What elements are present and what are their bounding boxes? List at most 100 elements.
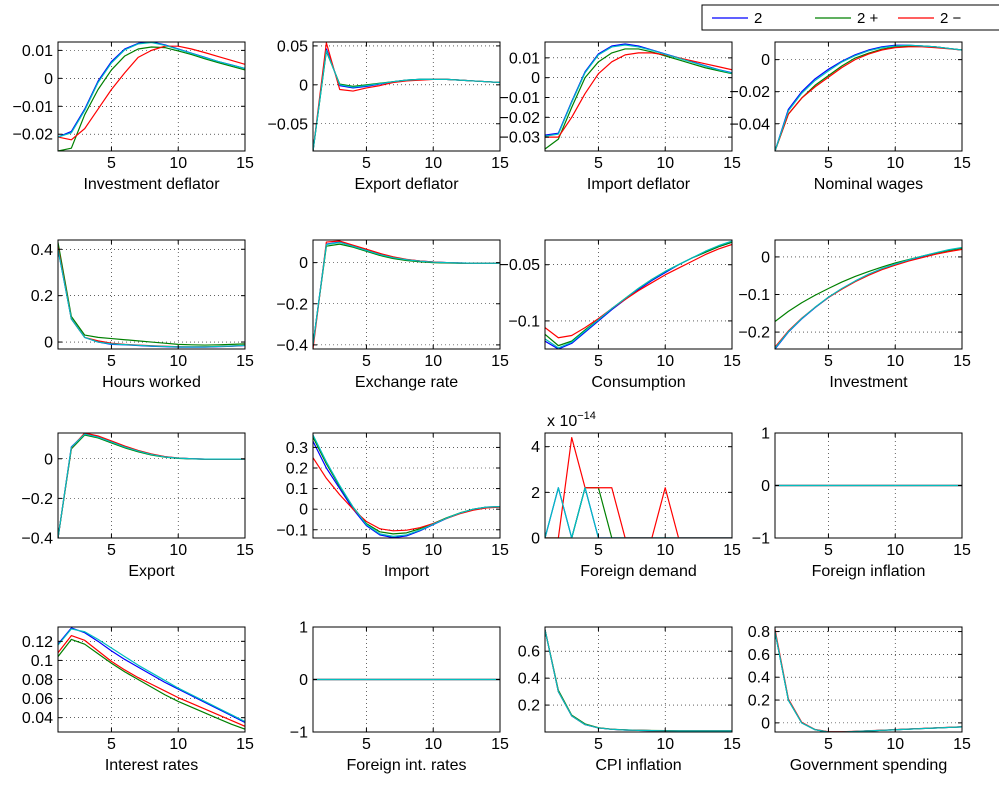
subplot-title: Hours worked xyxy=(102,374,201,391)
x-tick-label: 5 xyxy=(107,353,116,370)
series-line-4 xyxy=(545,629,732,732)
y-tick-label: 0 xyxy=(299,672,308,689)
y-tick-label: 0.8 xyxy=(748,624,770,641)
y-tick-label: 0.3 xyxy=(286,440,308,457)
y-tick-label: 0 xyxy=(299,255,308,272)
y-tick-label: −0.04 xyxy=(730,116,771,133)
series-line-2 xyxy=(58,242,245,346)
subplot-3: 5 10 15 −0.03 −0.02 −0.01 0 0.01 Import deflator xyxy=(500,41,741,193)
series-line-4 xyxy=(775,44,962,151)
x-tick-label: 10 xyxy=(424,736,442,753)
subplot-2: 5 10 15 −0.05 0 0.05 Export deflator xyxy=(268,38,509,193)
y-tick-label: 0.01 xyxy=(22,43,53,60)
x-tick-label: 5 xyxy=(362,736,371,753)
x-tick-label: 15 xyxy=(723,353,741,370)
y-tick-label: 1 xyxy=(299,620,308,637)
axes-box xyxy=(312,432,501,539)
y-tick-label: 0.6 xyxy=(748,647,770,664)
series-group xyxy=(313,240,500,349)
series-line-4 xyxy=(58,249,245,348)
x-tick-label: 10 xyxy=(656,353,674,370)
subplot-6: 5 10 15 −0.4 −0.2 0 Exchange rate xyxy=(276,239,509,391)
series-group xyxy=(775,44,962,151)
x-tick-label: 15 xyxy=(236,542,254,559)
x-tick-label: 5 xyxy=(824,736,833,753)
y-tick-label: 0.2 xyxy=(286,461,308,478)
subplot-title: Exchange rate xyxy=(355,374,458,391)
plot-area xyxy=(58,240,245,349)
series-line-3 xyxy=(775,46,962,151)
series-line-4 xyxy=(775,246,962,349)
axes-box xyxy=(774,626,963,733)
series-line-4 xyxy=(58,433,245,538)
series-line-3 xyxy=(545,52,732,138)
scale-label: x 10−14 xyxy=(547,410,596,430)
x-tick-label: 10 xyxy=(886,353,904,370)
legend: 2 2 + 2 − xyxy=(701,4,999,31)
plot-area xyxy=(775,627,962,732)
y-tick-label: 0 xyxy=(761,715,770,732)
x-tick-label: 15 xyxy=(953,542,971,559)
subplot-12: 5 10 15 −1 0 1 Foreign inflation xyxy=(752,426,971,581)
series-line-3 xyxy=(58,634,245,727)
x-tick-label: 10 xyxy=(424,155,442,172)
x-tick-label: 5 xyxy=(824,542,833,559)
y-tick-label: −0.4 xyxy=(276,337,308,354)
x-tick-label: 10 xyxy=(886,736,904,753)
y-tick-label: −0.03 xyxy=(500,130,541,147)
y-tick-label: 0 xyxy=(299,502,308,519)
x-tick-label: 10 xyxy=(424,353,442,370)
subplot-14: 5 10 15 −1 0 1 Foreign int. rates xyxy=(290,620,509,775)
series-line-4 xyxy=(545,240,732,349)
subplot-7: 5 10 15 −0.1 −0.05 Consumption xyxy=(500,239,741,391)
x-tick-label: 5 xyxy=(594,353,603,370)
y-tick-label: −0.2 xyxy=(276,296,308,313)
series-group xyxy=(545,43,732,150)
series-line-4 xyxy=(313,49,500,151)
series-group xyxy=(545,240,732,349)
x-tick-label: 5 xyxy=(362,542,371,559)
y-tick-label: −0.4 xyxy=(21,531,53,548)
subplot-title: Consumption xyxy=(591,374,685,391)
x-tick-label: 10 xyxy=(656,542,674,559)
series-line-4 xyxy=(313,434,500,537)
x-tick-label: 5 xyxy=(594,736,603,753)
y-tick-label: 0.4 xyxy=(31,242,53,259)
x-tick-label: 15 xyxy=(491,353,509,370)
x-tick-label: 15 xyxy=(723,155,741,172)
subplot-title: Foreign inflation xyxy=(812,563,926,580)
subplot-title: Foreign int. rates xyxy=(346,757,466,774)
y-tick-label: 0 xyxy=(761,478,770,495)
y-tick-label: 0.6 xyxy=(518,644,540,661)
x-tick-label: 10 xyxy=(169,542,187,559)
x-tick-label: 10 xyxy=(886,542,904,559)
series-line-2 xyxy=(58,46,245,151)
plot-area xyxy=(313,42,500,151)
x-tick-label: 15 xyxy=(491,155,509,172)
x-tick-label: 5 xyxy=(107,542,116,559)
y-tick-label: 0.1 xyxy=(286,481,308,498)
axes-box xyxy=(57,239,246,350)
series-group xyxy=(58,433,245,538)
x-tick-label: 5 xyxy=(362,353,371,370)
y-tick-label: 0.1 xyxy=(31,653,53,670)
plot-area xyxy=(58,433,245,538)
y-tick-label: 0.12 xyxy=(22,634,53,651)
subplot-title: Foreign demand xyxy=(580,563,697,580)
x-tick-label: 15 xyxy=(723,542,741,559)
subplot-11: 5 10 15 0 2 4 Foreign demand x 10−14 xyxy=(531,410,741,580)
x-tick-label: 5 xyxy=(107,155,116,172)
series-group xyxy=(775,246,962,349)
y-tick-label: 0 xyxy=(44,71,53,88)
series-group xyxy=(545,436,732,538)
subplot-title: Export xyxy=(128,563,175,580)
y-tick-label: −0.2 xyxy=(738,325,770,342)
plot-area xyxy=(545,433,732,538)
x-tick-label: 5 xyxy=(824,353,833,370)
y-tick-label: 0.2 xyxy=(748,693,770,710)
x-tick-label: 15 xyxy=(723,736,741,753)
subplot-4: 5 10 15 −0.04 −0.02 0 Nominal wages xyxy=(730,41,971,193)
y-tick-label: 1 xyxy=(761,426,770,443)
y-tick-label: −1 xyxy=(752,531,770,548)
subplot-1: 5 10 15 −0.02 −0.01 0 0.01 Investment deflator xyxy=(13,41,254,193)
